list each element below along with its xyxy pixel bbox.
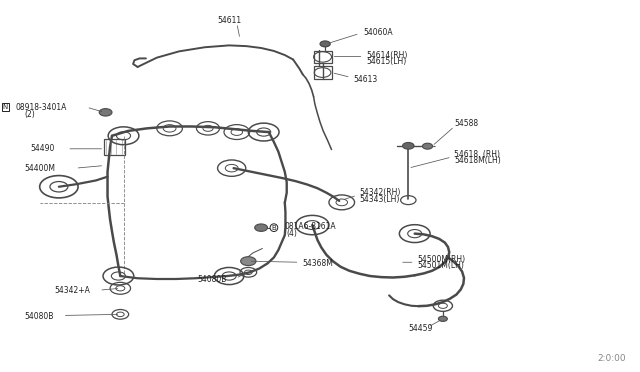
Text: 54459: 54459: [408, 324, 433, 333]
Circle shape: [403, 142, 414, 149]
Text: 54501M(LH): 54501M(LH): [417, 262, 464, 270]
Text: 081A6-8161A: 081A6-8161A: [285, 222, 337, 231]
Text: (2): (2): [24, 110, 35, 119]
Text: (4): (4): [287, 229, 298, 238]
Text: 54343(LH): 54343(LH): [360, 195, 400, 203]
Text: 54060A: 54060A: [363, 28, 392, 37]
Circle shape: [422, 143, 433, 149]
Circle shape: [438, 316, 447, 321]
Text: 54618M(LH): 54618M(LH): [454, 156, 501, 165]
Text: 54080B: 54080B: [198, 275, 227, 284]
Text: 08918-3401A: 08918-3401A: [16, 103, 67, 112]
Text: 54400M: 54400M: [24, 164, 55, 173]
Text: 54615(LH): 54615(LH): [366, 57, 406, 65]
Text: N: N: [3, 104, 8, 110]
Text: 54368M: 54368M: [302, 259, 333, 268]
Text: 54614(RH): 54614(RH): [366, 51, 408, 60]
Text: 2:0:00: 2:0:00: [597, 354, 626, 363]
Text: 54588: 54588: [454, 119, 479, 128]
Bar: [104, 139, 125, 155]
Text: 54613: 54613: [353, 75, 378, 84]
Bar: [314, 66, 332, 79]
Circle shape: [320, 41, 330, 47]
Text: 54080B: 54080B: [24, 312, 54, 321]
Circle shape: [255, 224, 268, 231]
Text: 54342+A: 54342+A: [54, 286, 90, 295]
Text: 54500M(RH): 54500M(RH): [417, 255, 465, 264]
Text: 54618  (RH): 54618 (RH): [454, 150, 500, 159]
Circle shape: [99, 109, 112, 116]
Text: 54342(RH): 54342(RH): [360, 188, 401, 197]
Bar: [314, 51, 332, 63]
Circle shape: [241, 257, 256, 266]
Text: 54611: 54611: [217, 16, 241, 25]
Text: 54490: 54490: [31, 144, 55, 153]
Text: B: B: [271, 225, 276, 231]
